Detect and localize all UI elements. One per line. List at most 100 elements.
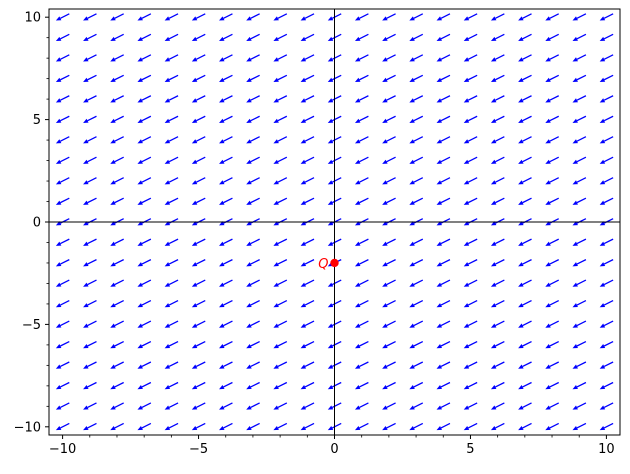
field-arrow	[273, 177, 288, 185]
field-arrow	[490, 54, 505, 62]
field-arrow-shaft	[87, 340, 97, 347]
field-arrow-head	[55, 344, 62, 349]
field-arrow	[164, 279, 179, 287]
field-arrow-shaft	[277, 361, 288, 368]
field-arrow	[110, 279, 124, 287]
field-arrow	[246, 361, 260, 369]
field-arrow-head	[273, 282, 279, 287]
field-arrow-shaft	[223, 74, 233, 81]
field-arrow-head	[55, 180, 62, 185]
field-arrow-head	[83, 221, 89, 226]
field-arrow-shaft	[386, 156, 396, 163]
field-arrow	[518, 54, 532, 62]
field-arrow	[572, 115, 587, 123]
field-arrow-shaft	[413, 197, 424, 204]
field-arrow-shaft	[576, 279, 587, 286]
field-arrow-head	[436, 221, 443, 226]
field-arrow-head	[273, 425, 279, 431]
field-arrow-shaft	[304, 320, 315, 327]
field-arrow-head	[599, 16, 606, 21]
field-arrow	[490, 402, 505, 410]
field-arrow	[191, 259, 206, 267]
field-arrow-head	[246, 405, 252, 410]
field-arrow	[110, 156, 124, 164]
field-arrow-head	[110, 200, 116, 205]
field-arrow-head	[219, 36, 225, 42]
field-arrow	[110, 33, 124, 42]
field-arrow	[572, 95, 587, 103]
field-arrow	[518, 95, 532, 103]
field-arrow	[191, 74, 206, 82]
field-arrow	[191, 136, 206, 144]
field-arrow-head	[382, 221, 388, 226]
field-arrow-shaft	[603, 156, 614, 163]
field-arrow-shaft	[576, 340, 587, 347]
field-arrow	[518, 13, 532, 21]
field-arrow-shaft	[440, 115, 451, 122]
field-arrow-head	[110, 262, 116, 267]
field-arrow	[55, 320, 70, 328]
field-arrow	[599, 177, 614, 185]
field-arrow	[191, 177, 206, 185]
field-arrow	[110, 259, 124, 267]
field-arrow-shaft	[359, 115, 369, 122]
field-arrow-shaft	[495, 13, 505, 19]
field-arrow-head	[219, 344, 225, 349]
field-arrow-shaft	[359, 299, 369, 306]
field-arrow-shaft	[495, 238, 505, 245]
field-arrow	[273, 136, 288, 144]
field-arrow	[545, 54, 560, 62]
field-arrow-head	[572, 180, 578, 185]
field-arrow-shaft	[277, 279, 288, 286]
field-arrow-shaft	[522, 197, 532, 204]
field-arrow	[83, 156, 97, 164]
field-arrow	[83, 238, 97, 246]
field-arrow	[300, 259, 315, 267]
field-arrow-head	[110, 159, 116, 164]
field-arrow-shaft	[359, 238, 369, 245]
field-arrow	[599, 299, 614, 308]
field-arrow-shaft	[386, 177, 396, 183]
field-arrow	[55, 177, 70, 185]
field-arrow	[436, 320, 451, 328]
field-arrow-head	[463, 221, 470, 226]
field-arrow	[327, 156, 342, 164]
field-arrow-head	[110, 221, 116, 226]
field-arrow-shaft	[331, 361, 342, 368]
field-arrow-head	[273, 323, 279, 328]
field-arrow-head	[164, 262, 171, 267]
field-arrow-head	[273, 262, 279, 267]
field-arrow	[327, 115, 342, 123]
field-arrow	[273, 279, 288, 287]
field-arrow-head	[463, 159, 470, 164]
field-arrow	[164, 33, 179, 42]
field-arrow-head	[572, 241, 578, 246]
field-arrow-head	[518, 282, 524, 287]
field-arrow-shaft	[440, 299, 451, 306]
field-arrow	[300, 402, 315, 410]
field-arrow-head	[300, 98, 307, 103]
field-arrow	[327, 422, 342, 431]
field-arrow-shaft	[413, 381, 424, 388]
field-arrow-head	[490, 36, 497, 42]
field-arrow-shaft	[440, 381, 451, 388]
field-arrow-shaft	[467, 259, 478, 265]
field-arrow	[572, 279, 587, 287]
field-arrow-head	[545, 36, 551, 42]
field-arrow-shaft	[522, 136, 532, 142]
field-arrow-head	[83, 180, 89, 185]
field-arrow	[409, 402, 424, 410]
field-arrow-head	[463, 344, 470, 349]
field-arrow-shaft	[223, 13, 233, 19]
field-arrow	[137, 156, 152, 164]
field-arrow-head	[572, 36, 578, 42]
field-arrow	[191, 13, 206, 21]
field-arrow-shaft	[277, 95, 288, 101]
field-arrow	[55, 13, 70, 21]
field-arrow-head	[490, 323, 497, 328]
field-arrow-head	[436, 98, 443, 103]
field-arrow-shaft	[141, 279, 152, 286]
field-arrow-head	[300, 200, 307, 205]
field-arrow-shaft	[549, 238, 560, 245]
field-arrow-shaft	[359, 340, 369, 347]
